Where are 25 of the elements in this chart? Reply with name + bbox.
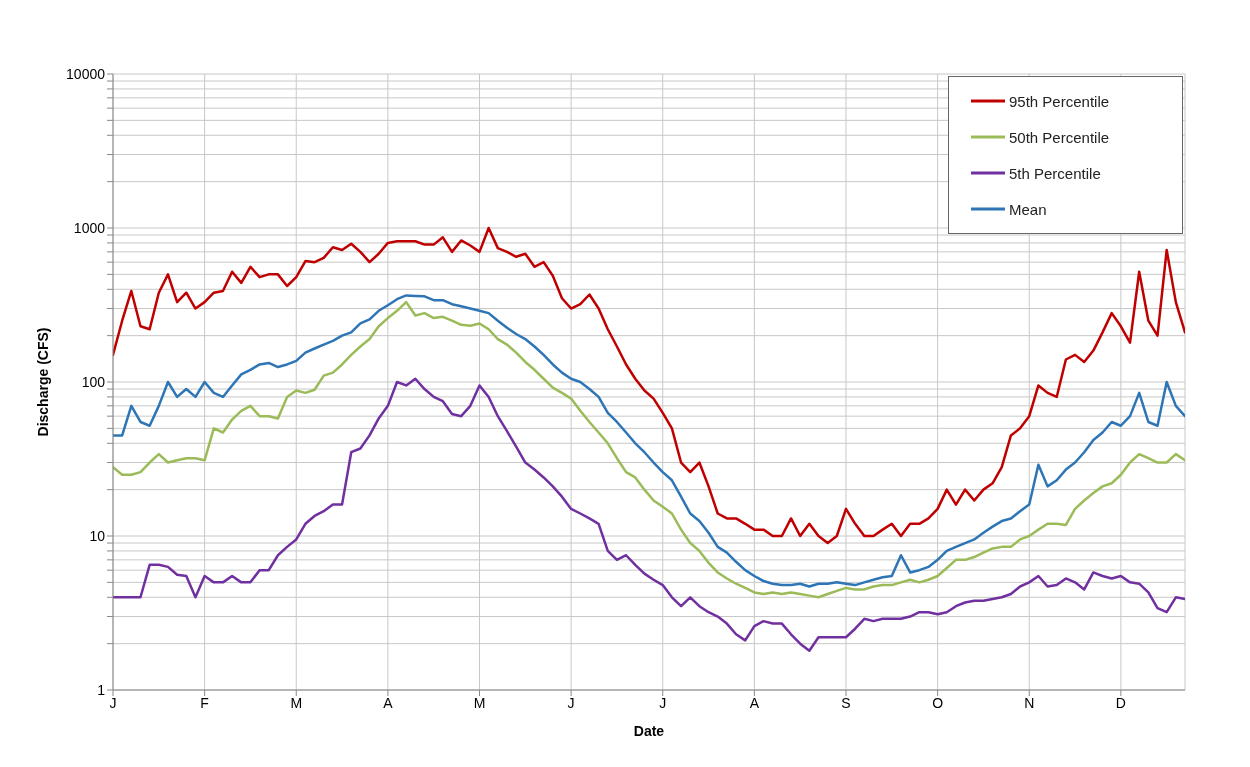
line-series: [113, 377, 1185, 652]
x-tick-label: J: [659, 694, 667, 711]
legend-label: 50th Percentile: [1009, 128, 1110, 146]
x-tick-label: J: [109, 694, 117, 711]
legend-label: 5th Percentile: [1009, 164, 1101, 182]
y-tick-label: 1000: [73, 219, 106, 236]
x-tick-label: D: [1115, 694, 1126, 711]
x-tick-label: J: [567, 694, 575, 711]
y-tick-label: 1: [97, 681, 106, 698]
legend-label: 95th Percentile: [1009, 92, 1110, 110]
y-axis-title: Discharge (CFS): [34, 327, 51, 437]
line-series: [113, 226, 1185, 545]
x-tick-label: M: [290, 694, 303, 711]
y-tick-label: 100: [81, 373, 106, 390]
x-tick-label: F: [200, 694, 209, 711]
legend-label: Mean: [1009, 200, 1047, 218]
x-tick-label: A: [749, 694, 760, 711]
x-tick-label: M: [473, 694, 486, 711]
x-tick-label: N: [1024, 694, 1035, 711]
x-tick-label: A: [383, 694, 394, 711]
y-tick-label: 10000: [66, 65, 106, 82]
x-tick-label: S: [841, 694, 851, 711]
x-axis-title: Date: [633, 723, 665, 739]
y-tick-label: 10: [89, 527, 106, 544]
x-tick-label: O: [932, 694, 944, 711]
